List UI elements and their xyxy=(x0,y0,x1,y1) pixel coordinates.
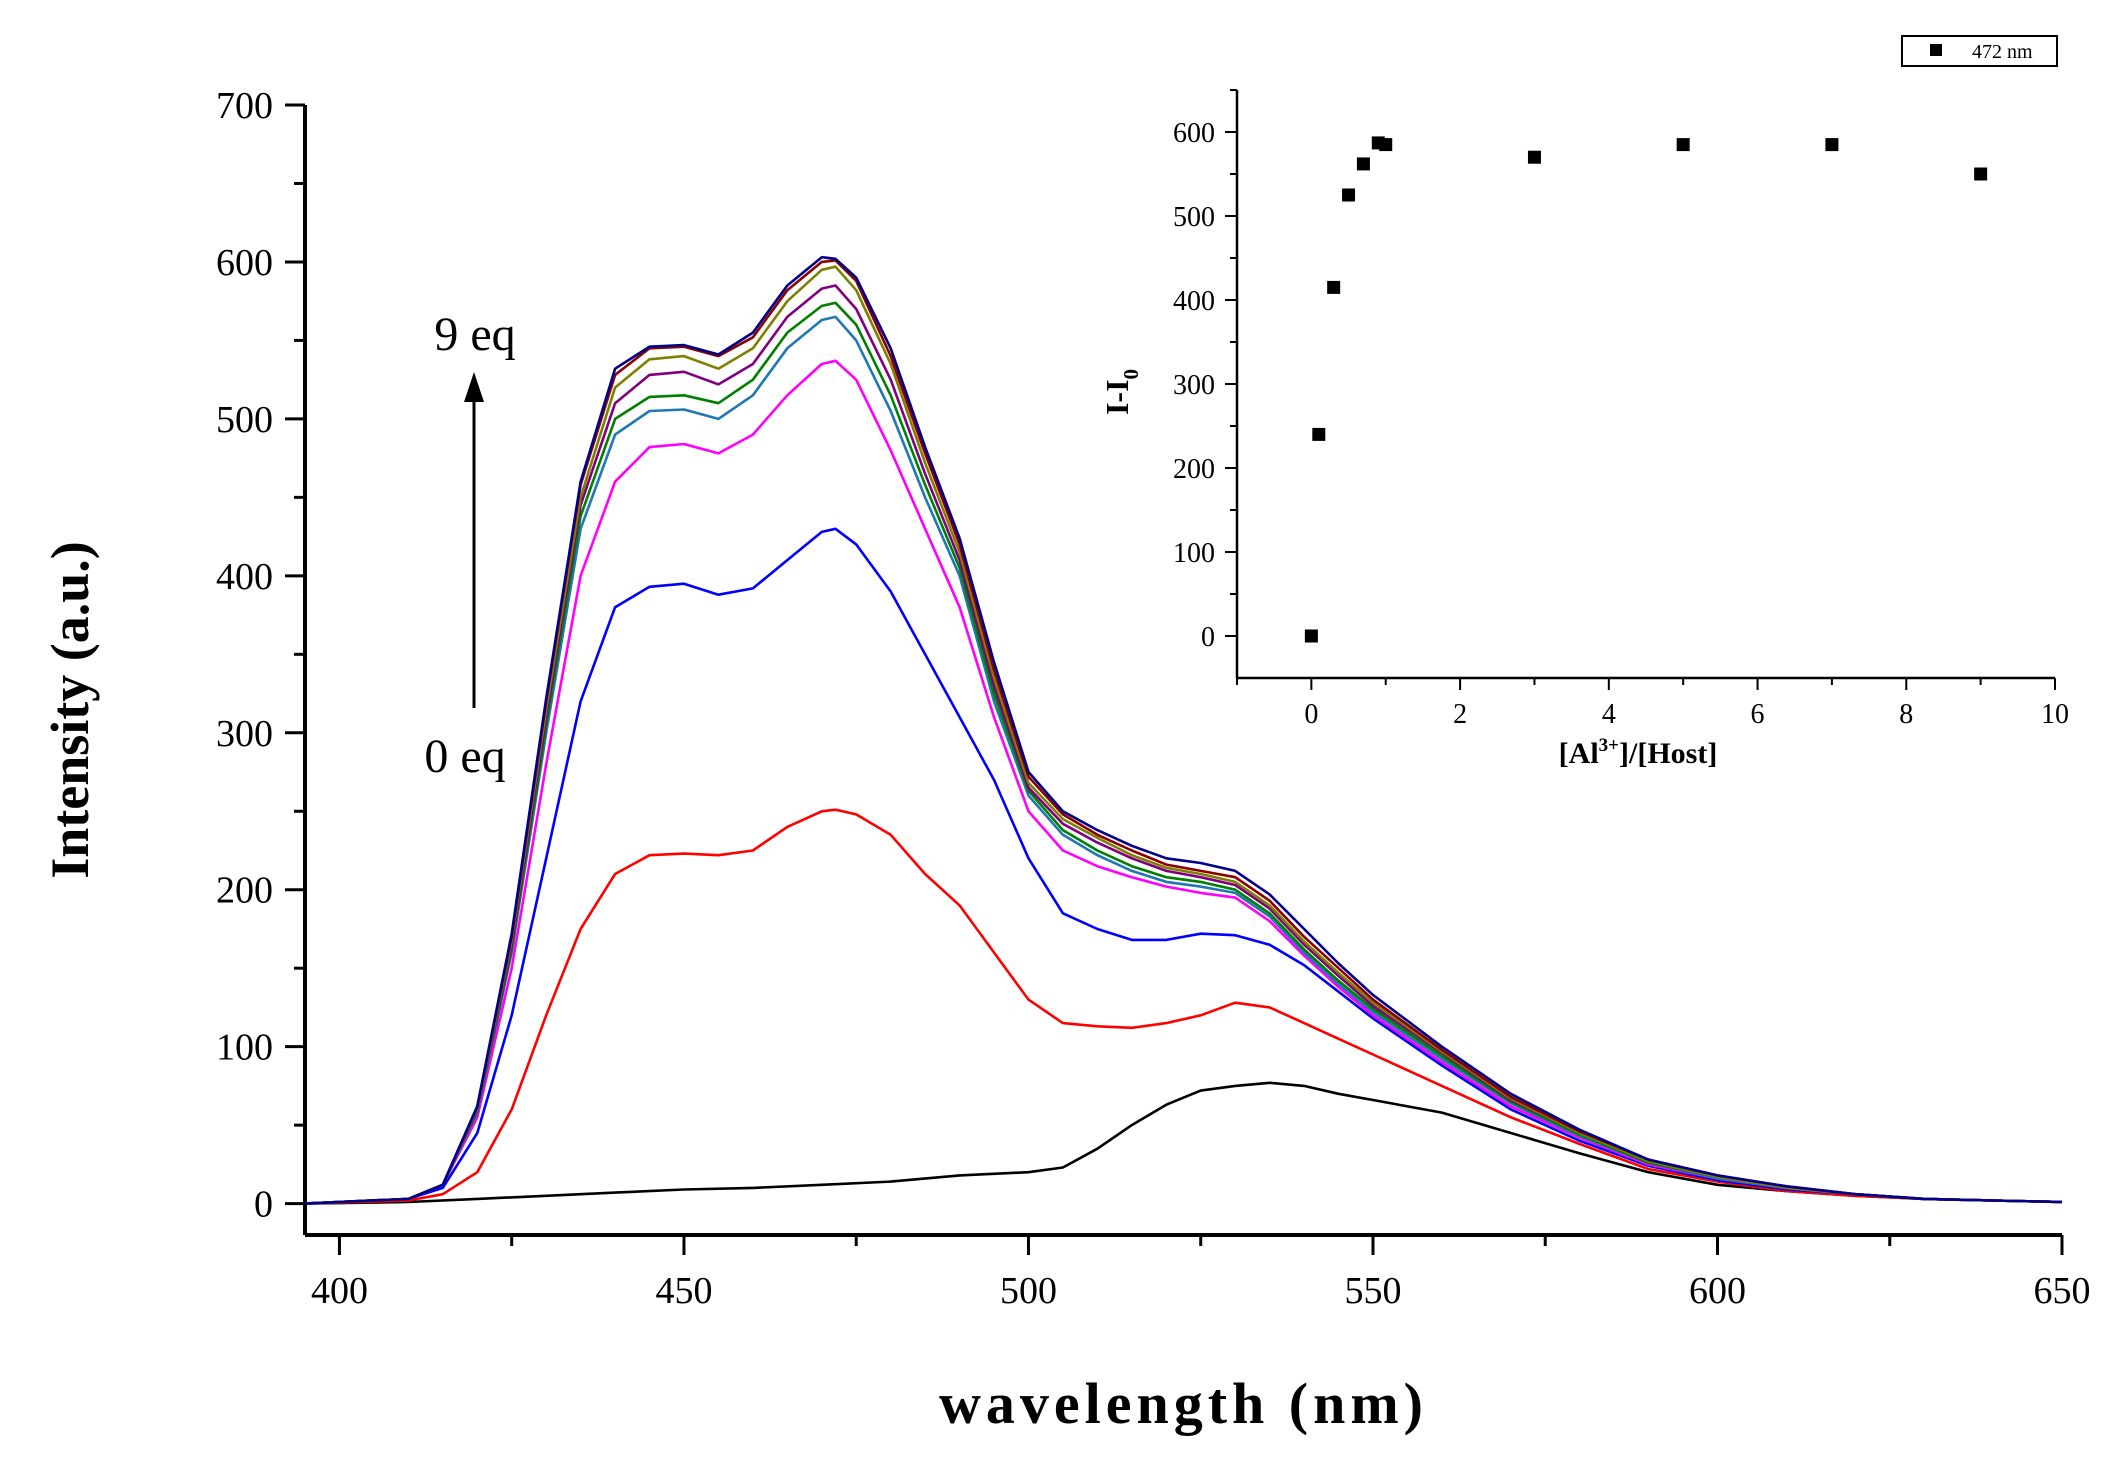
inset-data-point xyxy=(1304,629,1318,643)
series-line xyxy=(304,1081,2063,1205)
inset-x-tick-label: 2 xyxy=(1453,699,1467,730)
inset-data-point xyxy=(1974,167,1988,181)
direction-arrow-head xyxy=(464,372,484,402)
inset-x-tick-label: 6 xyxy=(1751,699,1765,730)
annotation-0-eq: 0 eq xyxy=(424,730,505,783)
x-tick-label: 600 xyxy=(1689,1270,1746,1312)
inset-y-tick-label: 400 xyxy=(1173,286,1215,317)
y-tick-label: 500 xyxy=(216,399,273,441)
inset-y-tick-label: 600 xyxy=(1173,118,1215,149)
inset-data-point xyxy=(1825,138,1839,152)
annotation-9-eq: 9 eq xyxy=(434,308,515,361)
inset-x-tick-label: 0 xyxy=(1304,699,1318,730)
y-tick-label: 0 xyxy=(254,1184,273,1226)
series-line xyxy=(304,284,2063,1205)
series-line xyxy=(304,255,2063,1205)
y-tick-label: 700 xyxy=(216,85,273,127)
series-line xyxy=(304,527,2063,1205)
y-tick-label: 100 xyxy=(216,1027,273,1069)
inset-y-tick-label: 200 xyxy=(1173,454,1215,485)
inset-data-point xyxy=(1527,150,1541,164)
inset-x-axis-title: [Al3+]/[Host] xyxy=(1559,735,1718,770)
inset-data-point xyxy=(1312,427,1326,441)
inset-y-tick-label: 0 xyxy=(1201,622,1215,653)
y-tick-label: 600 xyxy=(216,242,273,284)
inset-x-tick-label: 4 xyxy=(1602,699,1616,730)
x-axis-title: wavelength (nm) xyxy=(939,1371,1428,1436)
series-line xyxy=(304,265,2063,1205)
x-tick-label: 450 xyxy=(655,1270,712,1312)
series-line xyxy=(304,259,2063,1205)
x-tick-label: 500 xyxy=(1000,1270,1057,1312)
inset-data-point xyxy=(1379,138,1393,152)
x-tick-label: 650 xyxy=(2034,1270,2091,1312)
series-line xyxy=(304,359,2063,1205)
inset-data-point xyxy=(1676,138,1690,152)
inset-data-point xyxy=(1327,280,1341,294)
inset-data-point xyxy=(1342,188,1356,202)
y-axis-title: Intensity (a.u.) xyxy=(40,541,100,879)
series-line xyxy=(304,301,2063,1205)
y-tick-label: 300 xyxy=(216,713,273,755)
series-line xyxy=(304,808,2063,1205)
y-tick-label: 400 xyxy=(216,556,273,598)
x-tick-label: 550 xyxy=(1344,1270,1401,1312)
main-plot: 400 450 500 550 600 6500100200300400500600700… xyxy=(40,85,2091,1436)
inset-data-point xyxy=(1356,157,1370,171)
x-tick-label: 400 xyxy=(311,1270,368,1312)
inset-plot: 0 2 4 6 8 100100200300400500600[Al3+]/[Host]I… xyxy=(1099,35,2069,770)
inset-x-tick-label: 8 xyxy=(1899,699,1913,730)
inset-x-tick-label: 10 xyxy=(2041,699,2069,730)
inset-y-tick-label: 100 xyxy=(1173,538,1215,569)
inset-legend-label: 472 nm xyxy=(1972,41,2033,63)
y-tick-label: 200 xyxy=(216,870,273,912)
inset-legend-marker xyxy=(1930,44,1942,56)
inset-y-axis-title: I-I0 xyxy=(1099,369,1143,415)
inset-legend-box xyxy=(1901,35,2058,67)
inset-y-tick-label: 500 xyxy=(1173,202,1215,233)
inset-y-tick-label: 300 xyxy=(1173,370,1215,401)
